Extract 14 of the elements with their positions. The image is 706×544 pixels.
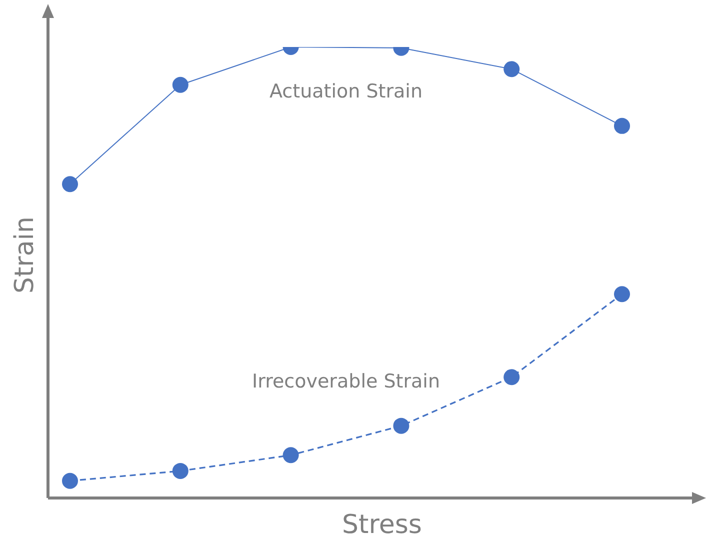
point [172,76,188,93]
point [62,472,78,489]
x-axis-title: Stress [342,510,422,540]
point [172,462,188,479]
point [614,118,630,134]
point [393,418,410,434]
point [62,176,78,192]
series-label: Actuation Strain [270,80,422,102]
point [614,286,630,302]
point [504,61,520,78]
point [504,369,520,386]
y-axis-title: Strain [10,216,40,294]
point [282,447,299,464]
series-label: Irrecoverable Strain [252,370,440,392]
